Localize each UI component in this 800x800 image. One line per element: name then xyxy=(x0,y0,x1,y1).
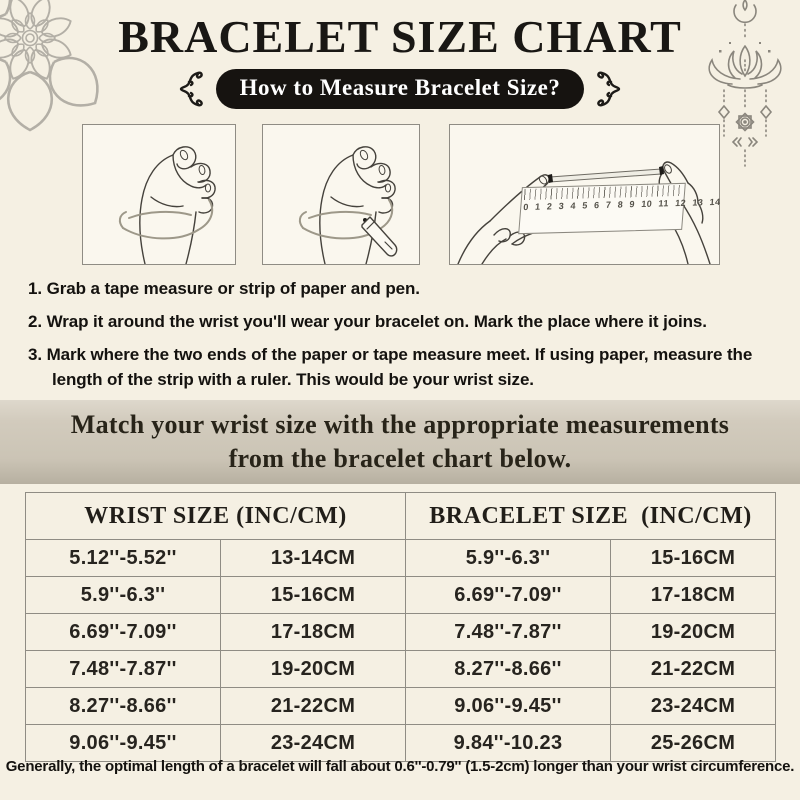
illustration-mark-with-pen xyxy=(262,124,420,265)
bracelet-inch-cell: 8.27''-8.66'' xyxy=(405,650,611,688)
wrist-inch-cell: 8.27''-8.66'' xyxy=(25,687,221,725)
table-header-row: WRIST SIZE (INC/CM) BRACELET SIZE (INC/C… xyxy=(25,492,777,540)
bracelet-inch-cell: 7.48''-7.87'' xyxy=(405,613,611,651)
bracelet-size-header: BRACELET SIZE (INC/CM) xyxy=(404,492,777,540)
bracelet-cm-cell: 25-26CM xyxy=(609,724,777,762)
illustration-measure-with-ruler: 0 1 2 3 4 5 6 7 8 9 10 11 12 13 14 xyxy=(449,124,721,265)
wrist-size-header: WRIST SIZE (INC/CM) xyxy=(25,492,406,540)
bracelet-cm-cell: 21-22CM xyxy=(609,650,777,688)
table-row: 9.06''-9.45'' 23-24CM 9.84''-10.23 25-26… xyxy=(25,724,777,762)
bracelet-inch-cell: 6.69''-7.09'' xyxy=(405,576,611,614)
ruler: 0 1 2 3 4 5 6 7 8 9 10 11 12 13 14 xyxy=(518,182,721,235)
squiggle-right-icon xyxy=(597,71,621,107)
illustration-row: 0 1 2 3 4 5 6 7 8 9 10 11 12 13 14 xyxy=(0,124,800,265)
squiggle-left-icon xyxy=(179,71,203,107)
how-to-measure-badge: How to Measure Bracelet Size? xyxy=(215,69,585,109)
instruction-step-2: 2. Wrap it around the wrist you'll wear … xyxy=(28,311,707,331)
wrist-inch-cell: 6.69''-7.09'' xyxy=(25,613,221,651)
wrist-cm-cell: 13-14CM xyxy=(220,539,406,577)
hand-with-pen-drawing xyxy=(298,146,398,264)
wrist-cm-cell: 23-24CM xyxy=(220,724,406,762)
table-row: 7.48''-7.87'' 19-20CM 8.27''-8.66'' 21-2… xyxy=(25,650,777,688)
instruction-step-1: 1. Grab a tape measure or strip of paper… xyxy=(28,279,420,298)
wrist-inch-cell: 9.06''-9.45'' xyxy=(25,724,221,762)
footnote: Generally, the optimal length of a brace… xyxy=(5,758,795,775)
bracelet-cm-cell: 15-16CM xyxy=(609,539,777,577)
wrist-inch-cell: 5.9''-6.3'' xyxy=(25,576,221,614)
wrist-cm-cell: 19-20CM xyxy=(220,650,406,688)
size-table: WRIST SIZE (INC/CM) BRACELET SIZE (INC/C… xyxy=(25,492,777,762)
table-row: 5.12''-5.52'' 13-14CM 5.9''-6.3'' 15-16C… xyxy=(25,539,777,577)
table-row: 6.69''-7.09'' 17-18CM 7.48''-7.87'' 19-2… xyxy=(25,613,777,651)
bracelet-inch-cell: 9.06''-9.45'' xyxy=(405,687,611,725)
table-row: 5.9''-6.3'' 15-16CM 6.69''-7.09'' 17-18C… xyxy=(25,576,777,614)
bracelet-inch-cell: 9.84''-10.23 xyxy=(405,724,611,762)
illustration-wrap-string xyxy=(82,124,236,265)
badge-row: How to Measure Bracelet Size? xyxy=(0,69,800,109)
instruction-step-3: 3. Mark where the two ends of the paper … xyxy=(28,344,753,390)
table-row: 8.27''-8.66'' 21-22CM 9.06''-9.45'' 23-2… xyxy=(25,687,777,725)
bracelet-cm-cell: 19-20CM xyxy=(609,613,777,651)
bracelet-inch-cell: 5.9''-6.3'' xyxy=(405,539,611,577)
page-title: BRACELET SIZE CHART xyxy=(118,11,682,62)
wrist-cm-cell: 21-22CM xyxy=(220,687,406,725)
banner-text: Match your wrist size with the appropria… xyxy=(70,410,730,473)
wrist-inch-cell: 7.48''-7.87'' xyxy=(25,650,221,688)
hand-with-string-drawing xyxy=(118,146,216,264)
bracelet-cm-cell: 23-24CM xyxy=(609,687,777,725)
match-size-banner: Match your wrist size with the appropria… xyxy=(0,400,800,484)
bracelet-cm-cell: 17-18CM xyxy=(609,576,777,614)
wrist-cm-cell: 15-16CM xyxy=(220,576,406,614)
instruction-list: 1. Grab a tape measure or strip of paper… xyxy=(28,276,772,400)
wrist-cm-cell: 17-18CM xyxy=(220,613,406,651)
wrist-inch-cell: 5.12''-5.52'' xyxy=(25,539,221,577)
